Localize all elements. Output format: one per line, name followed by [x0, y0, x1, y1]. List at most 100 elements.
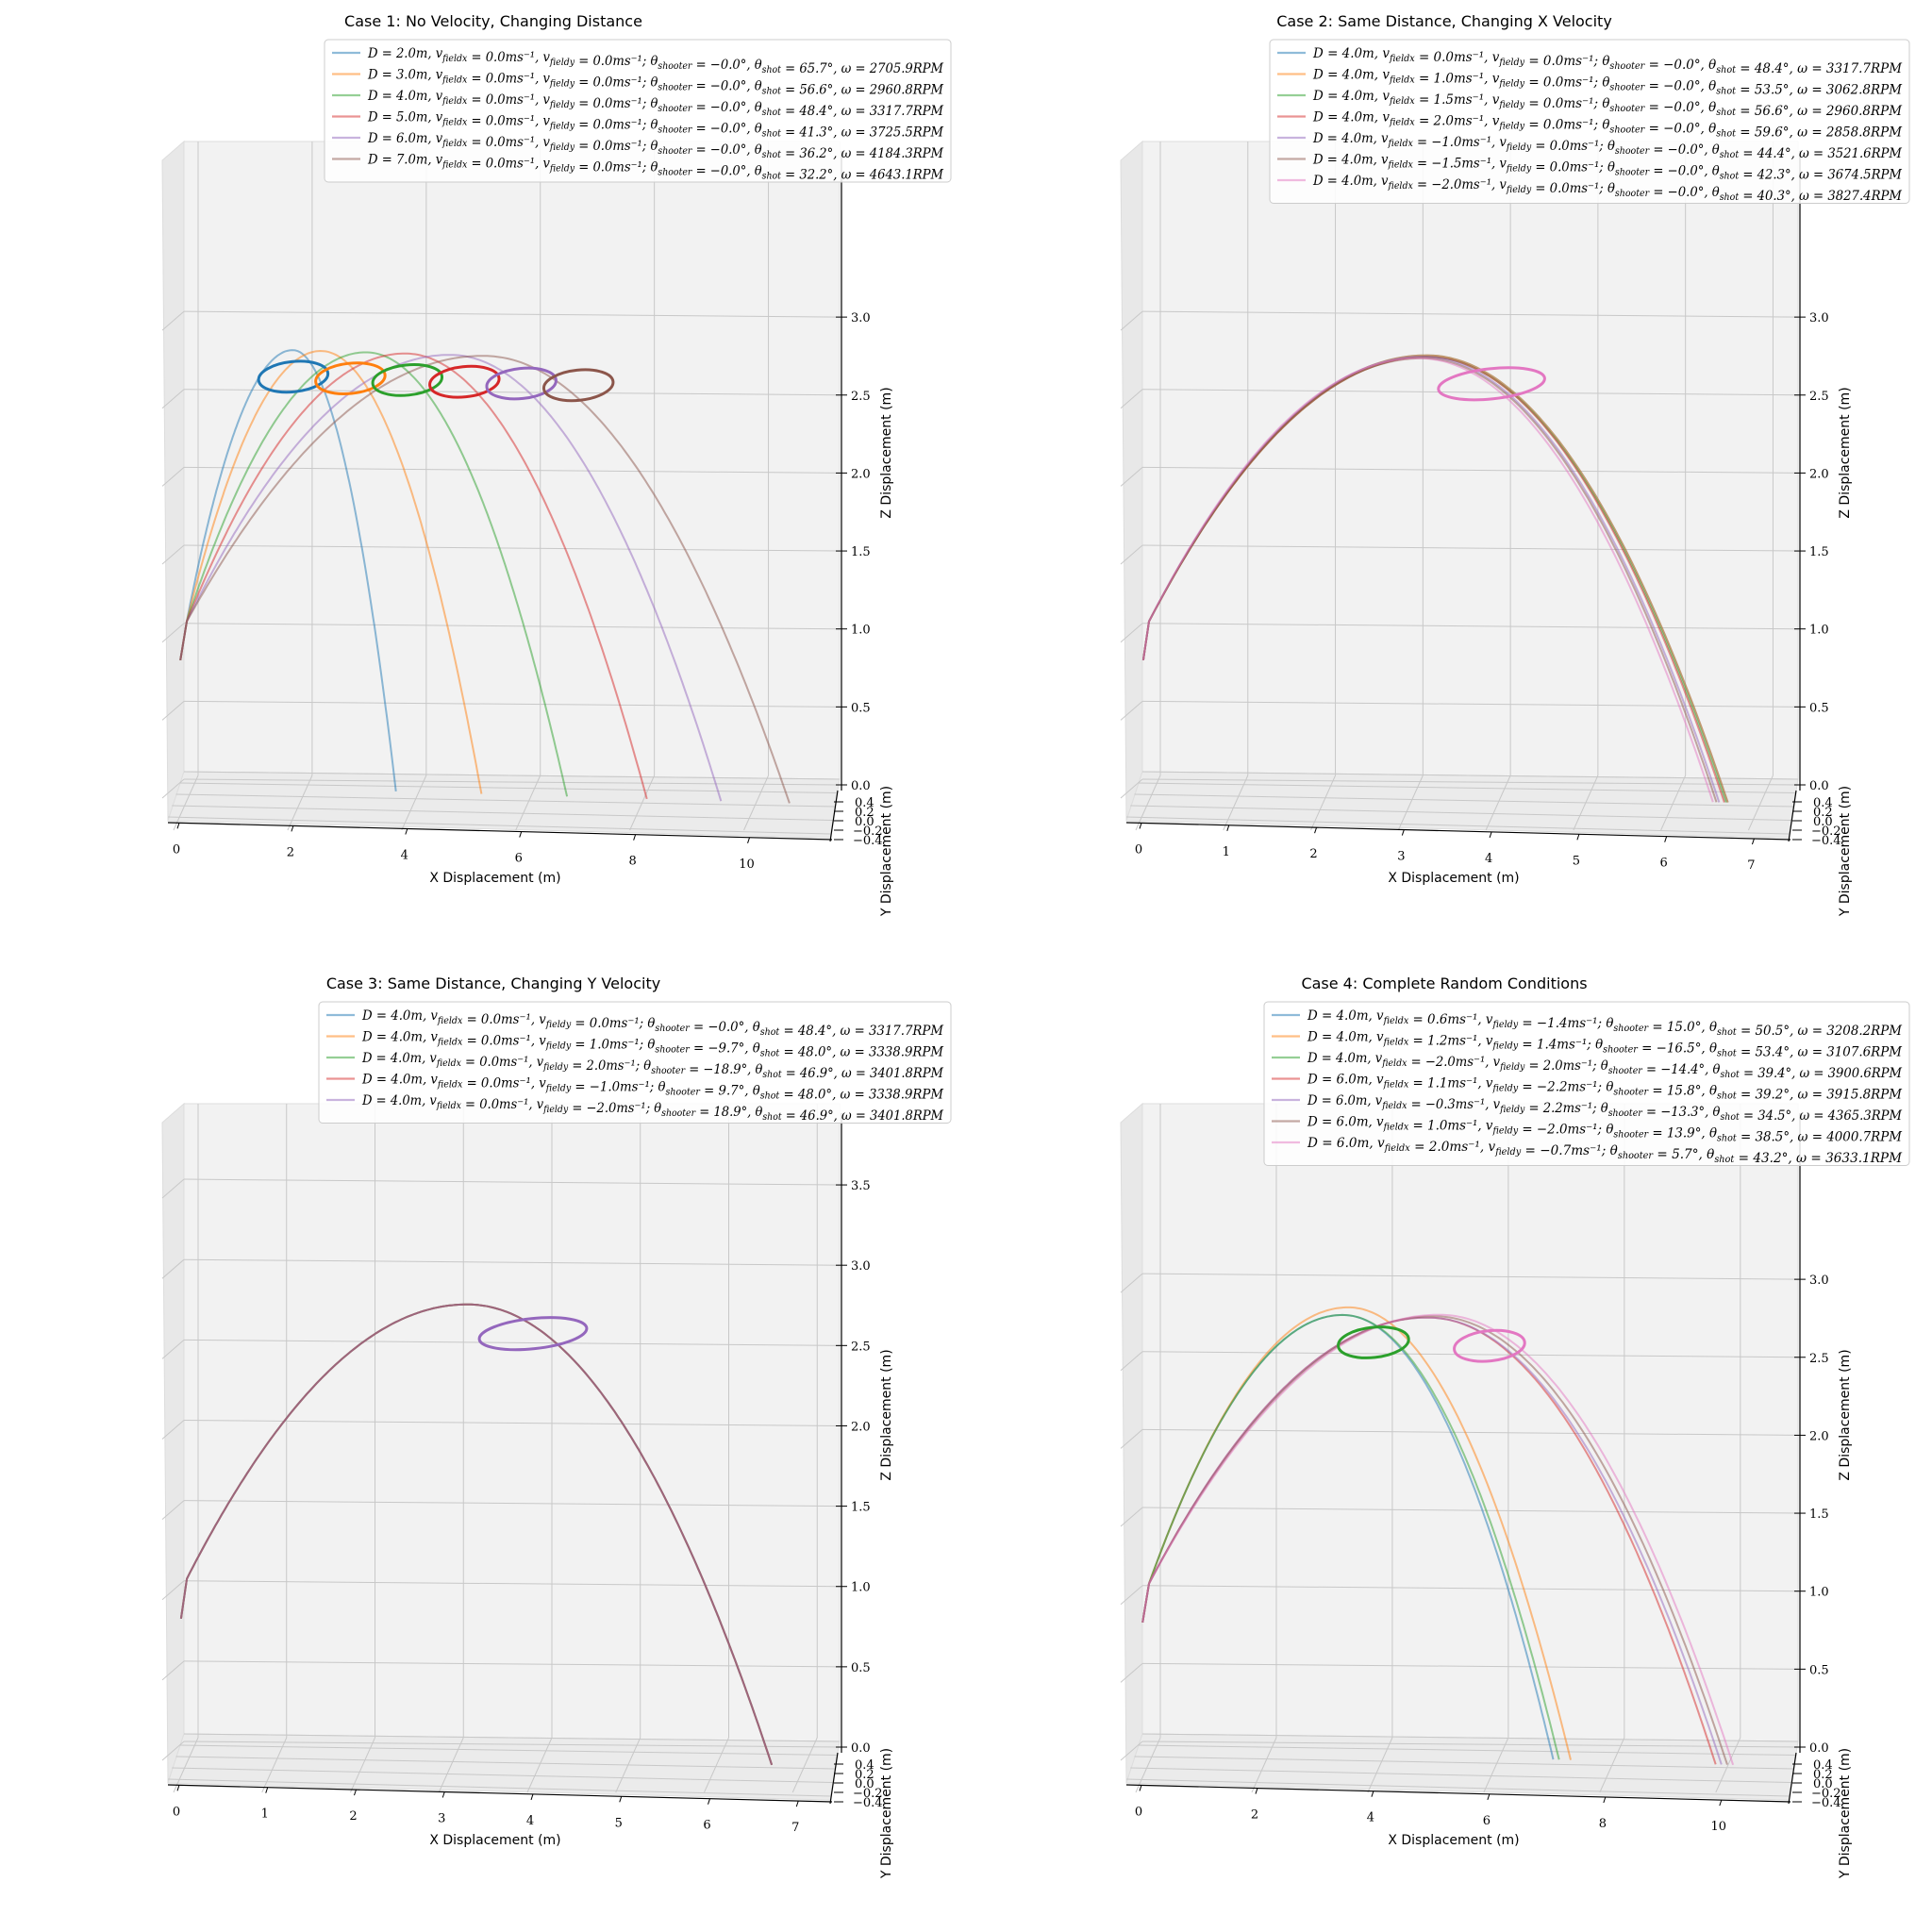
x-grid-line-floor [173, 1737, 199, 1793]
z-grid-line [183, 1419, 841, 1426]
axes-3d [1120, 140, 1799, 839]
x-tick-mark [1255, 1788, 1258, 1794]
z-grid-line [1141, 389, 1799, 396]
z-grid-line [1141, 1428, 1799, 1436]
x-grid-line-floor [1135, 1737, 1161, 1793]
x-tick-mark [1576, 834, 1580, 841]
y-grid-line [175, 1756, 836, 1770]
x-tick-label: 3 [438, 1812, 445, 1826]
x-grid-line-floor [704, 1737, 729, 1793]
back-pane [183, 141, 841, 780]
y-grid-line [1125, 816, 1790, 835]
z-grid-line [1141, 1740, 1799, 1748]
legend-entry: D = 6.0m, vfieldx = 1.0ms⁻¹, vfieldy = −… [1307, 1115, 1903, 1145]
target-ring-5 [485, 366, 558, 401]
x-tick-mark [1664, 836, 1668, 842]
legend-entry: D = 4.0m, vfieldx = 0.0ms⁻¹, vfieldy = −… [361, 1073, 944, 1103]
z-grid-line-side [1120, 623, 1143, 643]
y-tick-label: −0.2 [853, 824, 883, 839]
z-tick-label: 1.0 [851, 1581, 871, 1595]
x-tick-mark [1139, 823, 1142, 829]
z-tick-label: 2.5 [1809, 1352, 1829, 1366]
x-grid-line-floor [1367, 1737, 1393, 1793]
z-tick-label: 2.5 [851, 390, 871, 404]
targets [477, 1316, 589, 1352]
x-tick-mark [708, 1798, 710, 1805]
x-grid-line-floor [1397, 774, 1424, 831]
z-tick-label: 1.5 [1809, 545, 1829, 559]
y-tick-label: 0.2 [855, 806, 874, 820]
z-grid-line [1141, 1351, 1799, 1358]
panel-title: Case 4: Complete Random Conditions [1301, 974, 1587, 992]
legend-entry: D = 6.0m, vfieldx = 0.0ms⁻¹, vfieldy = 0… [367, 131, 944, 161]
z-grid-line [183, 389, 841, 396]
trajectory-line-3 [179, 351, 569, 797]
trajectories [1141, 1306, 1735, 1766]
x-tick-label: 4 [1485, 852, 1492, 866]
x-grid-line-floor [350, 1737, 375, 1793]
target-ring-7 [1437, 366, 1546, 402]
y-axis-label: Y Displacement (m) [1838, 786, 1853, 917]
z-tick-label: 1.0 [851, 624, 871, 638]
y-grid-line [1134, 793, 1794, 808]
legend: D = 4.0m, vfieldx = 0.0ms⁻¹, vfieldy = 0… [318, 1001, 952, 1124]
z-grid-line-side [1120, 310, 1143, 331]
z-grid-line [1141, 1585, 1799, 1592]
legend: D = 4.0m, vfieldx = 0.0ms⁻¹, vfieldy = 0… [1269, 39, 1910, 204]
z-grid-line-side [161, 1258, 185, 1279]
target-ring-4 [428, 364, 501, 399]
axes-3d [1120, 1102, 1799, 1801]
y-tick-label: 0.4 [1813, 796, 1833, 810]
x-tick-mark [633, 834, 637, 841]
x-grid-line-floor [401, 774, 427, 831]
x-grid-line-floor [1483, 1737, 1509, 1793]
y-tick-label: −0.4 [853, 834, 883, 848]
x-grid-line-floor [1135, 774, 1161, 831]
z-tick-label: 1.5 [851, 1501, 871, 1515]
legend-entry: D = 4.0m, vfieldx = 0.0ms⁻¹, vfieldy = 2… [361, 1051, 944, 1081]
trajectories [179, 1303, 774, 1766]
legend-box [318, 1001, 952, 1124]
targets [1437, 366, 1546, 402]
y-tick-label: 0.2 [1813, 806, 1833, 820]
x-tick-mark [1139, 1785, 1142, 1791]
z-grid-line-side [1120, 1507, 1143, 1527]
x-axis-label: X Displacement (m) [1388, 871, 1519, 886]
y-axis-label: Y Displacement (m) [879, 786, 894, 917]
z-tick-label: 2.0 [1809, 467, 1829, 481]
y-tick-label: 0.0 [855, 1777, 874, 1791]
y-grid-line [1130, 805, 1791, 821]
z-grid-line-side [1120, 778, 1143, 799]
x-grid-line-floor [1485, 774, 1511, 831]
z-tick-label: 1.5 [1809, 1507, 1829, 1522]
z-grid-line-side [1120, 1429, 1143, 1449]
z-tick-label: 1.5 [851, 545, 871, 559]
x-grid-line-floor [791, 1737, 818, 1793]
z-grid-line-side [1120, 544, 1143, 565]
z-tick-label: 0.5 [851, 1661, 871, 1675]
z-tick-label: 1.0 [1809, 624, 1829, 638]
z-grid-line-side [161, 700, 185, 721]
y-grid-line [1134, 1756, 1794, 1770]
x-tick-label: 6 [1660, 857, 1668, 871]
z-grid-line-side [1120, 1662, 1143, 1683]
y-axis-line [1788, 1752, 1797, 1805]
z-tick-label: 3.0 [851, 1259, 871, 1274]
panel-case-4: Case 4: Complete Random Conditions X Dis… [1120, 974, 1910, 1879]
y-grid-line [172, 805, 833, 821]
trajectory-line-3 [1141, 1313, 1560, 1760]
x-tick-mark [291, 825, 294, 832]
y-tick-label: 0.4 [1813, 1758, 1833, 1773]
y-grid-line [179, 782, 838, 793]
z-grid-line-side [161, 1580, 185, 1601]
legend-box [1269, 39, 1910, 204]
trajectory-line-6 [179, 355, 791, 804]
y-grid-line [167, 1778, 831, 1797]
legend: D = 2.0m, vfieldx = 0.0ms⁻¹, vfieldy = 0… [324, 39, 952, 183]
z-grid-line [183, 1500, 841, 1507]
x-tick-mark [176, 823, 180, 829]
x-grid-line-floor [1747, 774, 1774, 831]
z-grid-line [183, 1580, 841, 1588]
z-grid-line [183, 1660, 841, 1668]
x-grid-line-floor [438, 1737, 464, 1793]
